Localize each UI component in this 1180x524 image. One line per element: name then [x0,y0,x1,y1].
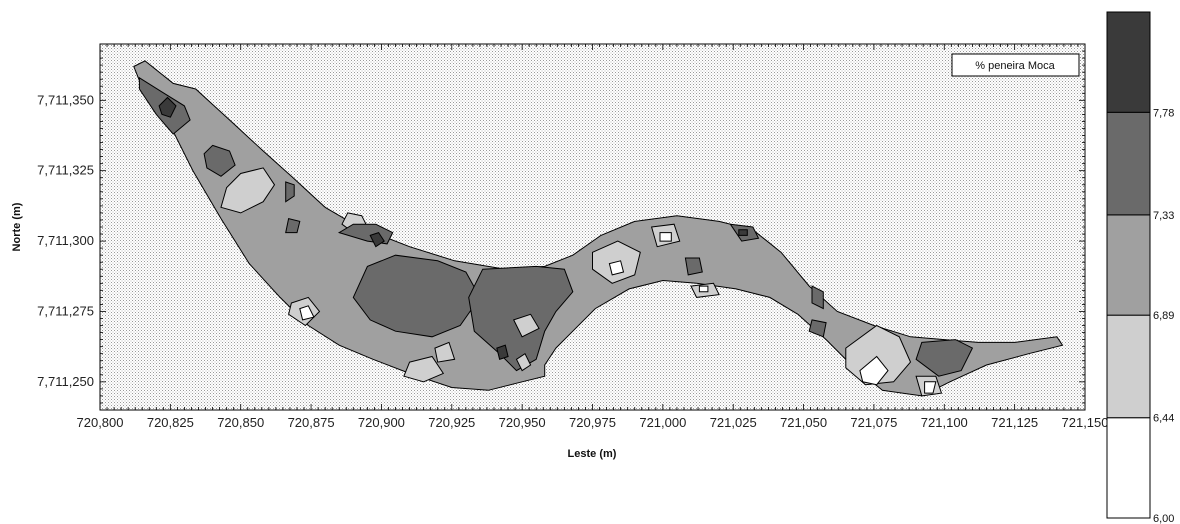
contour-patch-3 [220,167,276,214]
y-tick-label: 7,711,300 [37,233,94,248]
colorbar-label: 6,00 [1153,513,1174,524]
contour-patch-13 [403,355,445,383]
colorbar-band-1 [1106,314,1151,419]
contour-patch-12 [434,341,456,363]
contour-patch-21 [659,232,672,242]
colorbar-band-3 [1106,111,1151,216]
colorbar-label: 6,44 [1153,413,1174,425]
y-tick-label: 7,711,275 [37,303,94,318]
contour-patch-2 [203,144,236,177]
y-axis-title: Norte (m) [11,202,23,251]
x-tick-label: 720,800 [77,415,124,430]
colorbar-label: 7,78 [1153,107,1174,119]
x-tick-label: 720,875 [288,415,335,430]
contour-patch-1 [158,96,177,118]
x-tick-label: 720,825 [147,415,194,430]
x-tick-label: 721,100 [921,415,968,430]
x-tick-label: 720,925 [428,415,475,430]
contour-patch-26 [738,229,748,236]
colorbar-label: 7,33 [1153,210,1174,222]
x-tick-label: 720,975 [569,415,616,430]
contour-patch-8 [369,232,385,248]
contour-patch-14 [496,344,509,360]
y-tick-label: 7,711,350 [37,92,94,107]
x-axis-title: Leste (m) [568,448,617,460]
x-tick-label: 721,050 [780,415,827,430]
colorbar-label: 6,89 [1153,310,1174,322]
y-tick-labels: 7,711,250 7,711,275 7,711,300 7,711,325 7,71… [37,92,94,389]
contour-patch-4 [285,181,295,203]
contour-patch-11 [512,313,540,338]
colorbar-band-2 [1106,214,1151,316]
contour-patch-31 [915,339,974,377]
contour-patch-17 [299,305,315,321]
x-tick-label: 721,000 [639,415,686,430]
x-tick-label: 720,950 [499,415,546,430]
contour-patch-30 [859,355,889,386]
contour-patch-28 [808,319,827,338]
contour-patch-5 [285,217,301,234]
x-tick-label: 720,900 [358,415,405,430]
x-tick-labels: 720,800 720,825 720,850 720,875 720,900 720,9… [77,415,1109,430]
x-tick-label: 721,075 [850,415,897,430]
colorbar: 6,00 6,44 6,89 7,33 7,78 [1106,11,1174,524]
contour-patch-33 [924,381,937,394]
x-tick-label: 720,850 [217,415,264,430]
legend-label: % peneira Moca [975,60,1055,72]
legend-box: % peneira Moca [951,53,1080,77]
colorbar-band-4 [1106,11,1151,113]
y-tick-label: 7,711,325 [37,163,94,178]
x-tick-label: 721,125 [991,415,1038,430]
contour-patch-27 [811,285,824,310]
contour-regions [133,60,1064,397]
y-tick-label: 7,711,250 [37,374,94,389]
x-tick-label: 721,150 [1062,415,1109,430]
colorbar-band-0 [1106,417,1151,519]
contour-patch-24 [698,285,709,293]
x-tick-label: 721,025 [710,415,757,430]
axis-ticks [99,43,1086,411]
contour-patch-15 [515,352,532,372]
contour-patch-22 [684,257,703,276]
contour-patch-19 [608,260,625,276]
